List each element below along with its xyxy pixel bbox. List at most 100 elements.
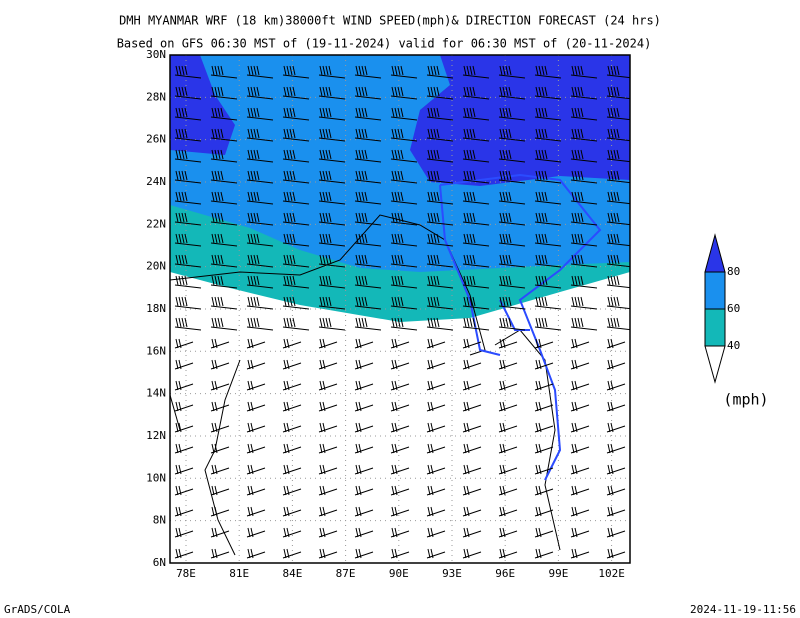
wind-barb (606, 275, 630, 289)
wind-barb (606, 359, 626, 370)
wind-barb (606, 212, 630, 226)
wind-barb (390, 464, 410, 475)
wind-barb (570, 548, 590, 559)
legend-swatch (704, 308, 726, 347)
lon-label: 96E (495, 567, 515, 580)
wind-barb (318, 422, 338, 433)
wind-barb (210, 128, 238, 142)
wind-barb (606, 527, 626, 538)
wind-barb (282, 233, 310, 247)
wind-barb (534, 275, 562, 289)
wind-barb (570, 317, 598, 331)
wind-barb (462, 191, 490, 205)
wind-barb (462, 380, 482, 391)
wind-barb (354, 191, 382, 205)
wind-barb (282, 338, 302, 349)
wind-barb (462, 86, 490, 100)
wind-barb (174, 107, 202, 121)
wind-barb (174, 296, 202, 310)
wind-barb (282, 464, 302, 475)
wind-barb (174, 485, 194, 496)
wind-barb (174, 527, 194, 538)
wind-barb (570, 422, 590, 433)
legend-swatch (704, 233, 726, 273)
map: 78E 81E 84E 87E 90E 93E 96E 99E 102E 30N 28N 26N 24N… (146, 48, 631, 580)
wind-barb (462, 359, 482, 370)
wind-barb (354, 548, 374, 559)
wind-barb (282, 65, 310, 79)
wind-barb (210, 275, 238, 289)
wind-barb (498, 86, 526, 100)
wind-barb (354, 422, 374, 433)
wind-barb (354, 485, 374, 496)
wind-barb (498, 65, 526, 79)
wind-barb (498, 506, 518, 517)
wind-barb (462, 65, 490, 79)
wind-barb (606, 485, 626, 496)
wind-barb (426, 107, 454, 121)
wind-barb (534, 254, 562, 268)
wind-barb (318, 128, 346, 142)
wind-barb (282, 275, 310, 289)
wind-barb (174, 506, 194, 517)
wind-barb (534, 443, 554, 454)
wind-barb (318, 443, 338, 454)
wind-barb (246, 149, 274, 163)
wind-barb (534, 380, 554, 391)
wind-barb (390, 527, 410, 538)
wind-barb (390, 317, 418, 331)
wind-barb (210, 65, 238, 79)
wind-barb (498, 149, 526, 163)
wind-barb (282, 296, 310, 310)
wind-barb (318, 296, 346, 310)
wind-barb (282, 254, 310, 268)
lat-label: 20N (146, 260, 166, 273)
wind-barb (462, 275, 490, 289)
wind-barb (606, 506, 626, 517)
wind-barb (354, 464, 374, 475)
wind-barb (390, 128, 418, 142)
lon-label: 90E (389, 567, 409, 580)
wind-barb (426, 338, 446, 349)
wind-barb (534, 359, 554, 370)
wind-barb (354, 317, 382, 331)
wind-barb (354, 296, 382, 310)
wind-barb (318, 380, 338, 391)
wind-barb (354, 506, 374, 517)
wind-barb (318, 464, 338, 475)
wind-barb (534, 548, 554, 559)
wind-barb (462, 443, 482, 454)
wind-barb (462, 128, 490, 142)
wind-barb (606, 65, 630, 79)
wind-barb (174, 548, 194, 559)
wind-barb (354, 254, 382, 268)
wind-barb (570, 275, 598, 289)
wind-barb (210, 338, 230, 349)
wind-barb (498, 380, 518, 391)
wind-barb (426, 380, 446, 391)
wind-barb (498, 401, 518, 412)
lat-label: 16N (146, 344, 166, 357)
wind-barb (534, 464, 554, 475)
wind-barb (318, 338, 338, 349)
wind-barb (246, 65, 274, 79)
wind-barb (606, 107, 630, 121)
wind-barb (174, 86, 202, 100)
wind-barb (246, 128, 274, 142)
wind-barb (462, 107, 490, 121)
wind-barb (246, 317, 274, 331)
wind-barb (210, 443, 230, 454)
wind-barb (534, 506, 554, 517)
wind-barb (498, 233, 526, 247)
wind-barb (426, 548, 446, 559)
wind-barb (318, 485, 338, 496)
wind-barb (390, 191, 418, 205)
wind-barb (390, 275, 418, 289)
wind-barb (354, 233, 382, 247)
wind-barb (570, 233, 598, 247)
wind-barb (282, 149, 310, 163)
wind-barb (210, 422, 230, 433)
wind-barb (246, 401, 266, 412)
lon-label: 87E (336, 567, 356, 580)
wind-barb (462, 422, 482, 433)
